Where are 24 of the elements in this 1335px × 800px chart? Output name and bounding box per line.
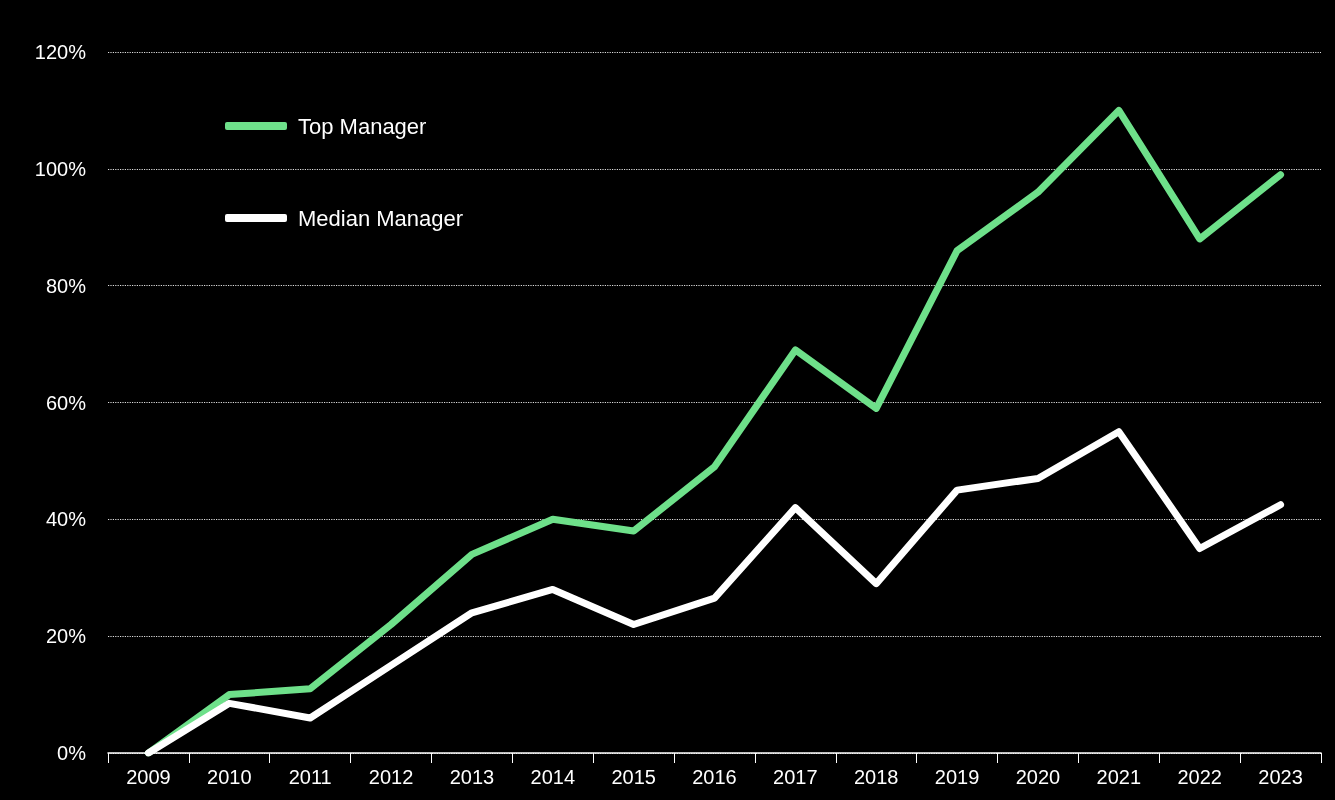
y-tick-label: 40% xyxy=(45,508,87,531)
x-tick-label: 2023 xyxy=(1258,766,1303,788)
x-tick-label: 2018 xyxy=(853,766,899,788)
y-tick-label: 80% xyxy=(45,274,87,297)
y-tick-label: 0% xyxy=(57,742,87,764)
y-tick-label: 60% xyxy=(45,391,87,414)
x-tick-label: 2012 xyxy=(368,766,414,788)
x-tick-label: 2015 xyxy=(611,766,656,788)
x-tick-label: 2020 xyxy=(1015,766,1061,788)
x-tick-label: 2019 xyxy=(934,766,980,788)
y-tick-label: 20% xyxy=(45,625,87,648)
x-tick-label: 2014 xyxy=(530,766,576,788)
x-tick-label: 2022 xyxy=(1177,766,1222,788)
x-tick-label: 2011 xyxy=(288,766,332,788)
y-tick-label: 100% xyxy=(34,157,87,180)
x-tick-label: 2009 xyxy=(126,766,171,788)
x-tick-label: 2017 xyxy=(773,766,818,788)
x-tick-label: 2021 xyxy=(1096,766,1142,788)
x-tick-label: 2010 xyxy=(207,766,252,788)
legend-label: Top Manager xyxy=(298,113,427,139)
x-tick-label: 2016 xyxy=(692,766,737,788)
y-tick-label: 120% xyxy=(34,41,87,63)
x-tick-label: 2013 xyxy=(449,766,495,788)
legend-label: Median Manager xyxy=(298,205,464,231)
